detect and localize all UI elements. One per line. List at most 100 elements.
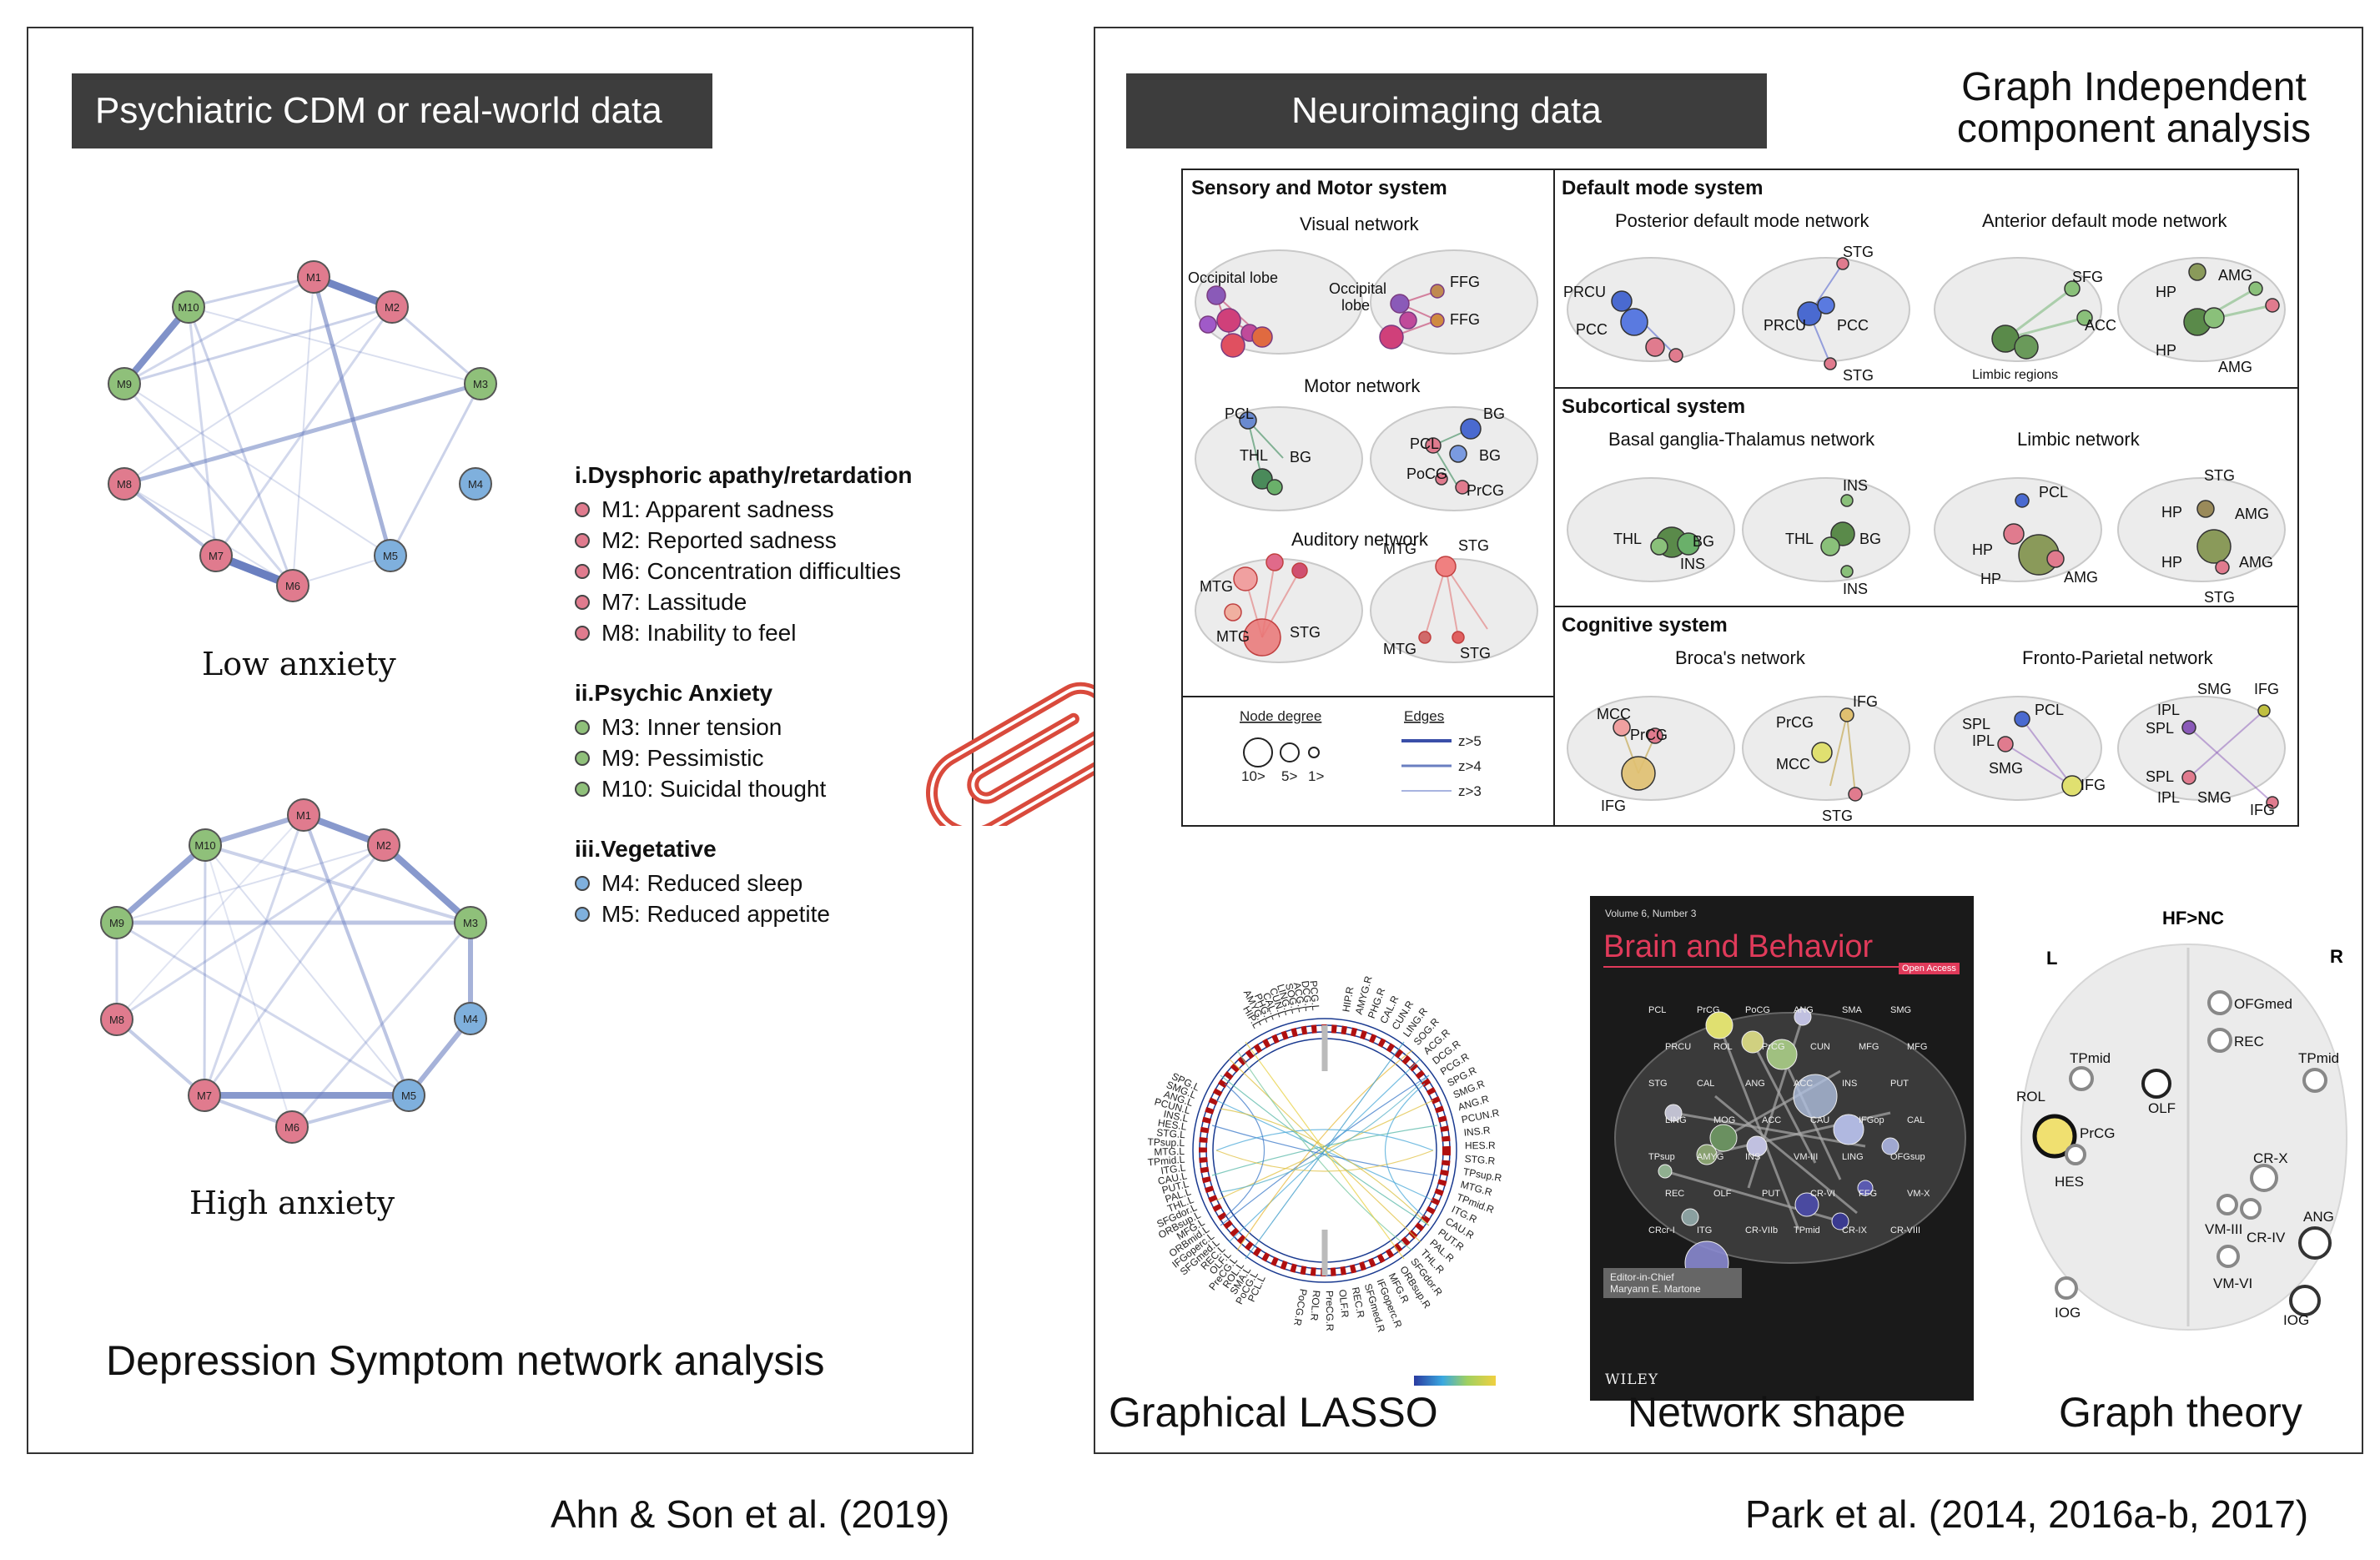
high-node-m8 [100,1003,133,1036]
lasso-label: PCG.L [1307,980,1321,1011]
sub-label-hp1: HP [1972,541,1993,558]
legend-item: M8: Inability to feel [575,617,967,648]
anterior-dmn-title: Anterior default mode network [1982,210,2227,231]
dmn-label-pcc2: PCC [1837,317,1869,334]
sub-label-amg2: AMG [2235,506,2269,522]
high-node-m6 [275,1110,309,1144]
sub-label-pcl: PCL [2039,484,2068,501]
low-anxiety-network: M1 M2 M3 M4 M5 M6 M7 M8 M9 M10 [108,260,497,602]
low-label-m5: M5 [383,550,398,562]
visual-label-occipital2b: lobe [1341,297,1370,314]
sub-label-thl1: THL [1613,531,1642,547]
journal-node-label: ANG [1794,1005,1814,1015]
broca-network-title: Broca's network [1675,647,1805,668]
low-node-m9 [108,367,141,400]
sub-label-stg1: STG [2204,467,2235,484]
journal-title: Brain and Behavior [1603,929,1874,964]
legend-heading-anxiety: ii.Psychic Anxiety [575,680,773,706]
visual-label-ffg1: FFG [1450,274,1480,290]
lasso-label: INS.R [1463,1125,1492,1139]
gt-label-tpmid-l: TPmid [2070,1050,2111,1066]
legend-item: M6: Concentration difficulties [575,556,967,586]
gt-left: L [2046,948,2057,969]
cog-label-spl1: SPL [1962,716,1990,732]
journal-node-label: ITG [1697,1225,1712,1235]
cog-label-prcg2: PrCG [1776,714,1814,731]
low-label-m6: M6 [285,580,300,592]
auditory-label-stg3: STG [1460,645,1491,662]
caption-theory: Graph theory [2059,1389,2302,1436]
motor-label-bg1: BG [1290,449,1311,465]
key-z5: z>5 [1458,733,1482,749]
journal-node-label: LING [1665,1115,1687,1125]
high-node-m5 [392,1079,425,1112]
sensory-motor-title: Sensory and Motor system [1191,177,1447,199]
journal-node-label: OFGsup [1890,1152,1925,1162]
journal-node-label: ACC [1794,1079,1813,1089]
journal-node-label: PRCU [1665,1042,1691,1052]
journal-node-label: REC [1665,1189,1684,1199]
auditory-label-stg1: STG [1290,624,1321,641]
journal-node-label: LING [1842,1152,1864,1162]
sub-label-ins1: INS [1680,556,1705,572]
low-label-m2: M2 [385,301,400,314]
low-node-m4 [459,467,492,501]
subcortical-title: Subcortical system [1562,395,1746,418]
sensory-brains: Occipital lobe Occipital lobe FFG FFG PC… [1188,249,1538,663]
gt-label-ang: ANG [2303,1209,2334,1225]
symptom-legend: i.Dysphoric apathy/retardation M1: Appar… [575,462,967,929]
journal-open-access: Open Access [1899,963,1960,974]
high-label-m1: M1 [296,809,311,822]
key-deg1: 1> [1308,768,1324,784]
journal-node-label: FFG [1859,1189,1877,1199]
motor-network-title: Motor network [1304,375,1421,396]
high-label-m6: M6 [284,1121,299,1134]
lasso-label: PoCG.R [1291,1288,1310,1327]
cog-label-smg2: SMG [2197,681,2232,697]
cog-label-prcg1: PrCG [1630,727,1668,743]
lasso-label: ROL.R [1308,1290,1322,1321]
right-banner: Neuroimaging data [1126,73,1767,148]
motor-label-thl: THL [1240,447,1268,464]
visual-label-occipital: Occipital lobe [1188,269,1278,286]
low-label-m8: M8 [117,478,132,491]
journal-node-label: CR-IX [1842,1225,1868,1235]
lasso-label: ACG.L [1291,981,1308,1013]
lasso-label: HES.R [1465,1140,1496,1151]
subcortical-brains: THL BG INS THL BG INS INS PCL HP HP AMG … [1567,467,2286,606]
gt-label-vmiii: VM-III [2205,1221,2242,1237]
sub-label-amg3: AMG [2239,554,2273,571]
journal-node-label: PUT [1762,1189,1780,1199]
journal-node-label: PoCG [1745,1005,1770,1015]
journal-node-label: CR-VI [1810,1189,1835,1199]
high-label-m3: M3 [463,917,478,929]
network-grid: Sensory and Motor system Visual network … [1181,169,2299,827]
motor-label-bg2: BG [1483,405,1505,422]
low-label-m9: M9 [117,378,132,390]
lasso-label: TPmid.L [1147,1154,1185,1169]
motor-label-pcl2: PCL [1410,435,1439,452]
high-label-m7: M7 [197,1089,212,1102]
journal-node-label: SMG [1890,1005,1911,1015]
gt-label-hes: HES [2055,1174,2084,1190]
low-node-m7 [199,539,233,572]
legend-item: M2: Reported sadness [575,525,967,556]
legend-item: M7: Lassitude [575,586,967,617]
low-anxiety-label: Low anxiety [202,646,396,682]
high-node-m9 [100,906,133,939]
default-mode-title: Default mode system [1562,177,1764,199]
auditory-label-mtg3: MTG [1383,541,1416,557]
dmn-label-amg2: AMG [2218,359,2252,375]
journal-node-label: INS [1842,1079,1857,1089]
journal-node-label: STG [1648,1079,1668,1089]
low-label-m7: M7 [209,550,224,562]
low-node-m2 [375,290,409,324]
lasso-label: OLF.R [1336,1289,1351,1319]
journal-volume: Volume 6, Number 3 [1605,908,1697,919]
auditory-label-mtg4: MTG [1383,641,1416,657]
low-node-m3 [464,367,497,400]
gt-title: HF>NC [2162,908,2224,928]
journal-editor: Editor-in-Chief Maryann E. Martone [1603,1268,1742,1298]
gt-label-rol: ROL [2016,1089,2045,1105]
high-node-m1 [287,798,320,832]
